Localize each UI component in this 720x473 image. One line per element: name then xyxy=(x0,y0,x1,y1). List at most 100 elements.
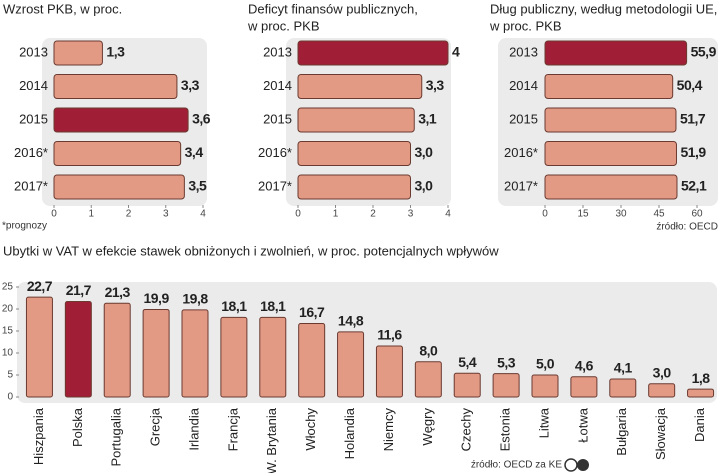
bar xyxy=(53,141,182,166)
bar xyxy=(53,174,185,200)
value-label: 3,1 xyxy=(418,111,437,127)
cc-icon xyxy=(564,458,589,472)
bar xyxy=(53,40,103,66)
y-tick-label: 0 xyxy=(7,392,13,403)
y-tick-label: 2014 xyxy=(19,78,48,93)
x-tick-label: Bułgaria xyxy=(614,407,629,455)
source: źródło: OECD za KE xyxy=(471,460,562,471)
x-tick-label: 45 xyxy=(653,209,665,220)
bar xyxy=(375,345,403,398)
value-label: 3,0 xyxy=(415,144,434,160)
y-tick-label: 15 xyxy=(2,326,14,337)
value-label: 3,3 xyxy=(181,77,200,93)
value-label: 18,1 xyxy=(260,298,286,314)
chart-title: Dług publiczny, według metodologii UE, xyxy=(490,1,717,16)
bar xyxy=(53,74,178,99)
x-tick-label: Słowacja xyxy=(653,407,668,460)
bar xyxy=(414,361,442,398)
value-label: 3,4 xyxy=(185,144,204,160)
bar xyxy=(64,301,92,398)
x-tick-label: 4 xyxy=(445,209,451,220)
value-label: 3,0 xyxy=(415,178,434,194)
value-label: 11,6 xyxy=(377,327,402,343)
bar xyxy=(259,316,287,398)
bar xyxy=(687,388,715,398)
bar xyxy=(297,107,415,133)
x-tick-label: 60 xyxy=(691,209,703,220)
bar xyxy=(220,316,248,398)
bar xyxy=(297,74,423,99)
x-tick-label: W. Brytania xyxy=(264,407,279,473)
bar xyxy=(25,296,53,398)
x-tick-label: 3 xyxy=(163,209,169,220)
y-tick-label: 20 xyxy=(2,304,14,315)
bar xyxy=(609,378,637,398)
x-tick-label: 30 xyxy=(615,209,627,220)
value-label: 19,9 xyxy=(143,290,169,306)
y-tick-label: 2016* xyxy=(14,145,48,160)
value-label: 5,3 xyxy=(497,354,516,370)
value-label: 22,7 xyxy=(27,278,53,294)
value-label: 1,8 xyxy=(692,370,711,386)
chart-title: Deficyt finansów publicznych, xyxy=(248,1,418,16)
y-tick-label: 2015 xyxy=(263,111,292,126)
y-tick-label: 2013 xyxy=(19,44,48,59)
bar xyxy=(544,74,674,99)
chart-title: w proc. PKB xyxy=(247,18,320,33)
chart-title: Wzrost PKB, w proc. xyxy=(3,1,122,16)
x-tick-label: 3 xyxy=(408,209,414,220)
x-tick-label: Dania xyxy=(692,407,707,442)
value-label: 5,0 xyxy=(536,356,555,372)
value-label: 18,1 xyxy=(221,298,247,314)
value-label: 21,3 xyxy=(105,284,131,300)
bar xyxy=(297,141,411,166)
x-tick-label: 0 xyxy=(542,209,548,220)
y-tick-label: 2014 xyxy=(263,78,292,93)
value-label: 52,1 xyxy=(681,178,707,194)
bar xyxy=(142,308,170,398)
value-label: 21,7 xyxy=(66,282,92,298)
value-label: 50,4 xyxy=(677,77,703,93)
x-tick-label: Włochy xyxy=(303,408,318,451)
bar xyxy=(531,374,559,398)
x-tick-label: Francja xyxy=(225,407,240,451)
value-label: 19,8 xyxy=(182,291,208,307)
value-label: 51,9 xyxy=(680,144,706,160)
x-tick-label: Litwa xyxy=(536,407,551,438)
y-tick-label: 2016* xyxy=(504,145,538,160)
x-tick-label: 2 xyxy=(126,209,132,220)
x-tick-label: Czechy xyxy=(459,408,474,452)
y-tick-label: 2016* xyxy=(258,145,292,160)
x-tick-label: 0 xyxy=(51,209,57,220)
y-tick-label: 2013 xyxy=(509,44,538,59)
y-tick-label: 2017* xyxy=(504,178,538,193)
value-label: 3,3 xyxy=(426,77,445,93)
value-label: 55,9 xyxy=(691,44,717,60)
y-tick-label: 2014 xyxy=(509,78,538,93)
y-tick-label: 2017* xyxy=(14,178,48,193)
x-tick-label: Hiszpania xyxy=(31,407,46,465)
bar xyxy=(181,309,209,398)
value-label: 51,7 xyxy=(680,111,706,127)
y-tick-label: 25 xyxy=(2,282,14,293)
x-tick-label: 2 xyxy=(370,209,376,220)
y-tick-label: 2013 xyxy=(263,44,292,59)
x-tick-label: 15 xyxy=(577,209,589,220)
value-label: 5,4 xyxy=(458,354,477,370)
note: *prognozy xyxy=(2,221,47,232)
y-tick-label: 2015 xyxy=(19,111,48,126)
x-tick-label: 1 xyxy=(333,209,339,220)
bar xyxy=(53,107,189,133)
bar xyxy=(337,331,365,398)
y-tick-label: 2015 xyxy=(509,111,538,126)
x-tick-label: 0 xyxy=(295,209,301,220)
value-label: 3,0 xyxy=(653,365,672,381)
x-tick-label: Irlandia xyxy=(186,407,201,450)
value-label: 8,0 xyxy=(419,343,438,359)
bar xyxy=(544,174,678,200)
bar xyxy=(298,323,326,398)
source: źródło: OECD xyxy=(656,222,718,233)
value-label: 16,7 xyxy=(299,304,325,320)
value-label: 4,6 xyxy=(575,357,594,373)
